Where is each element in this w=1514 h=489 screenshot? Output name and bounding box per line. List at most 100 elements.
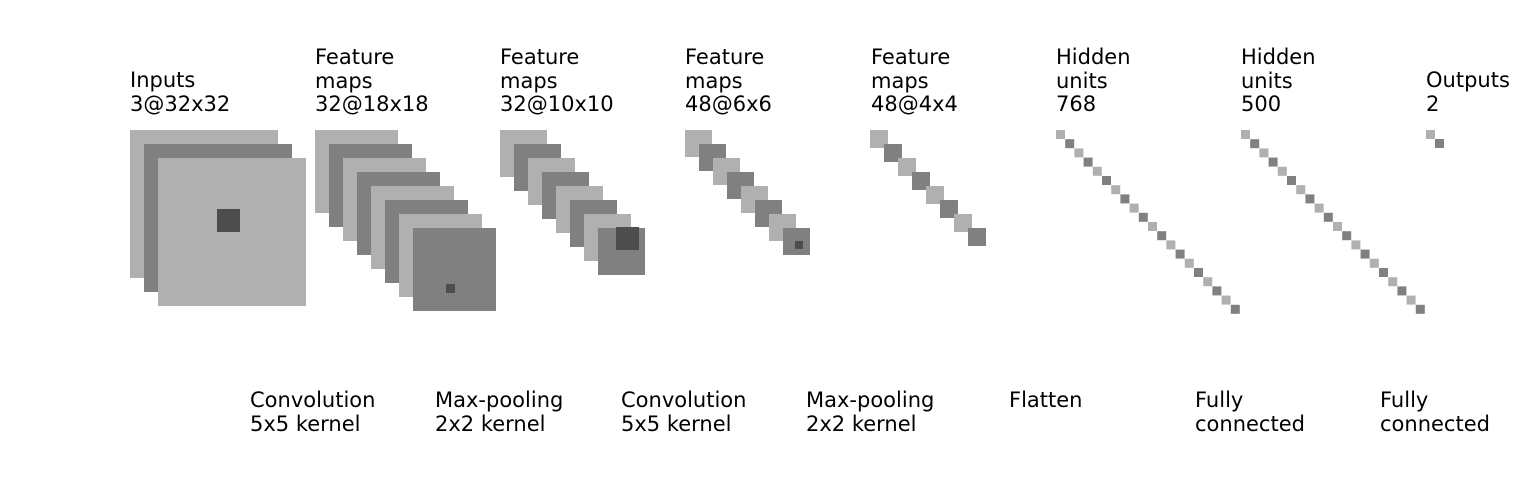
layer-feature-maps-4-plane-1 (870, 130, 888, 148)
layer-hidden-units-1-plane-20 (1230, 304, 1240, 314)
layer-hidden-units-1-plane-17 (1203, 277, 1213, 287)
op-title: Flatten (1009, 388, 1083, 412)
layer-hidden-units-2-plane-12 (1342, 231, 1352, 241)
layer-hidden-units-2-plane-1 (1241, 130, 1250, 139)
layer-hidden-units-2-plane-6 (1287, 176, 1296, 185)
layer-hidden-units-2-plane-5 (1277, 166, 1287, 176)
layer-feature-maps-4-plane-8 (968, 228, 986, 246)
op-detail: connected (1380, 411, 1490, 436)
layer-hidden-units-2-plane-7 (1296, 185, 1306, 195)
layer-hidden-units-1-plane-11 (1148, 222, 1157, 231)
layer-title: Hidden (1056, 45, 1131, 69)
layer-title: Feature (315, 45, 395, 69)
layer-label-hidden-units-2: Hidden units 500 (1241, 45, 1316, 117)
layer-hidden-units-1-plane-19 (1221, 295, 1231, 305)
op-label-flatten: Flatten (1009, 388, 1083, 413)
layer-hidden-units-2-plane-11 (1333, 222, 1342, 231)
layer-hidden-units-1-plane-10 (1138, 212, 1148, 222)
layer-label-hidden-units-1: Hidden units 768 (1056, 45, 1131, 117)
op-title: Convolution (621, 388, 747, 412)
layer-feature-maps-4-plane-7 (954, 214, 972, 232)
layer-shape: 3@32x32 (130, 91, 231, 116)
op-title: Fully (1380, 388, 1429, 412)
layer-feature-maps-4-plane-6 (940, 200, 958, 218)
layer-inputs-kernel-patch (217, 209, 240, 232)
layer-hidden-units-1-plane-15 (1184, 258, 1194, 268)
layer-feature-maps-4-plane-3 (898, 158, 916, 176)
op-detail: 2x2 kernel (806, 411, 917, 436)
layer-feature-maps-1-kernel-patch (446, 284, 455, 293)
op-title: Fully (1195, 388, 1244, 412)
layer-title: Hidden (1241, 45, 1316, 69)
layer-hidden-units-2-plane-20 (1415, 304, 1425, 314)
op-label-convolution-2: Convolution 5x5 kernel (621, 388, 747, 436)
layer-label-inputs: Inputs 3@32x32 (130, 68, 231, 116)
layer-shape: 32@10x10 (500, 92, 614, 116)
layer-label-feature-maps-4: Feature maps 48@4x4 (871, 45, 958, 117)
layer-hidden-units-2-plane-19 (1406, 295, 1416, 305)
layer-feature-maps-4-plane-5 (926, 186, 944, 204)
layer-shape: 48@4x4 (871, 92, 958, 116)
layer-hidden-units-1-plane-6 (1102, 176, 1111, 185)
layer-outputs-plane-1 (1426, 130, 1435, 139)
op-detail: 2x2 kernel (435, 411, 546, 436)
layer-hidden-units-1-plane-5 (1092, 166, 1102, 176)
layer-subtitle: maps (500, 68, 558, 93)
layer-hidden-units-2-plane-13 (1351, 240, 1361, 250)
layer-feature-maps-3-kernel-patch (795, 241, 803, 249)
layer-outputs-plane-2 (1435, 139, 1444, 148)
layer-hidden-units-1-plane-13 (1166, 240, 1176, 250)
layer-hidden-units-1-plane-14 (1175, 249, 1185, 259)
layer-hidden-units-2-plane-16 (1379, 268, 1388, 277)
op-detail: 5x5 kernel (250, 411, 361, 436)
layer-hidden-units-1-plane-4 (1083, 157, 1093, 167)
layer-title: Outputs (1426, 68, 1510, 92)
layer-subtitle: units (1056, 68, 1108, 93)
layer-label-feature-maps-3: Feature maps 48@6x6 (685, 45, 772, 117)
layer-subtitle: units (1241, 68, 1293, 93)
layer-feature-maps-4-plane-4 (912, 172, 930, 190)
layer-label-feature-maps-1: Feature maps 32@18x18 (315, 45, 429, 117)
layer-hidden-units-2-plane-4 (1268, 157, 1278, 167)
layer-hidden-units-1-plane-3 (1074, 148, 1084, 158)
layer-label-outputs: Outputs 2 (1426, 68, 1510, 116)
layer-feature-maps-4-plane-2 (884, 144, 902, 162)
op-label-max-pooling-1: Max-pooling 2x2 kernel (435, 388, 564, 436)
layer-shape: 2 (1426, 91, 1440, 116)
layer-title: Feature (500, 45, 580, 69)
layer-shape: 48@6x6 (685, 92, 772, 116)
layer-hidden-units-2-plane-2 (1250, 139, 1260, 149)
op-label-fully-connected-2: Fully connected (1380, 388, 1490, 436)
layer-feature-maps-2-kernel-patch (616, 227, 639, 250)
layer-hidden-units-2-plane-17 (1388, 277, 1398, 287)
op-label-convolution-1: Convolution 5x5 kernel (250, 388, 376, 436)
layer-hidden-units-2-plane-9 (1314, 203, 1324, 213)
op-label-max-pooling-2: Max-pooling 2x2 kernel (806, 388, 935, 436)
layer-subtitle: maps (685, 68, 743, 93)
op-detail: connected (1195, 411, 1305, 436)
layer-hidden-units-2-plane-3 (1259, 148, 1269, 158)
layer-hidden-units-2-plane-14 (1360, 249, 1370, 259)
op-label-fully-connected-1: Fully connected (1195, 388, 1305, 436)
op-detail: 5x5 kernel (621, 411, 732, 436)
op-title: Convolution (250, 388, 376, 412)
layer-hidden-units-1-plane-2 (1065, 139, 1075, 149)
op-title: Max-pooling (435, 388, 564, 412)
layer-hidden-units-1-plane-16 (1194, 268, 1203, 277)
layer-subtitle: maps (871, 68, 929, 93)
layer-hidden-units-2-plane-10 (1323, 212, 1333, 222)
layer-feature-maps-1-plane-8 (413, 228, 496, 311)
layer-hidden-units-1-plane-1 (1056, 130, 1065, 139)
layer-hidden-units-2-plane-18 (1397, 286, 1407, 296)
layer-hidden-units-1-plane-18 (1212, 286, 1222, 296)
layer-subtitle: maps (315, 68, 373, 93)
layer-label-feature-maps-2: Feature maps 32@10x10 (500, 45, 614, 117)
op-title: Max-pooling (806, 388, 935, 412)
layer-shape: 768 (1056, 92, 1097, 116)
layer-shape: 500 (1241, 92, 1282, 116)
layer-hidden-units-2-plane-8 (1305, 194, 1315, 204)
layer-hidden-units-1-plane-7 (1111, 185, 1121, 195)
layer-title: Inputs (130, 68, 196, 92)
layer-title: Feature (685, 45, 765, 69)
